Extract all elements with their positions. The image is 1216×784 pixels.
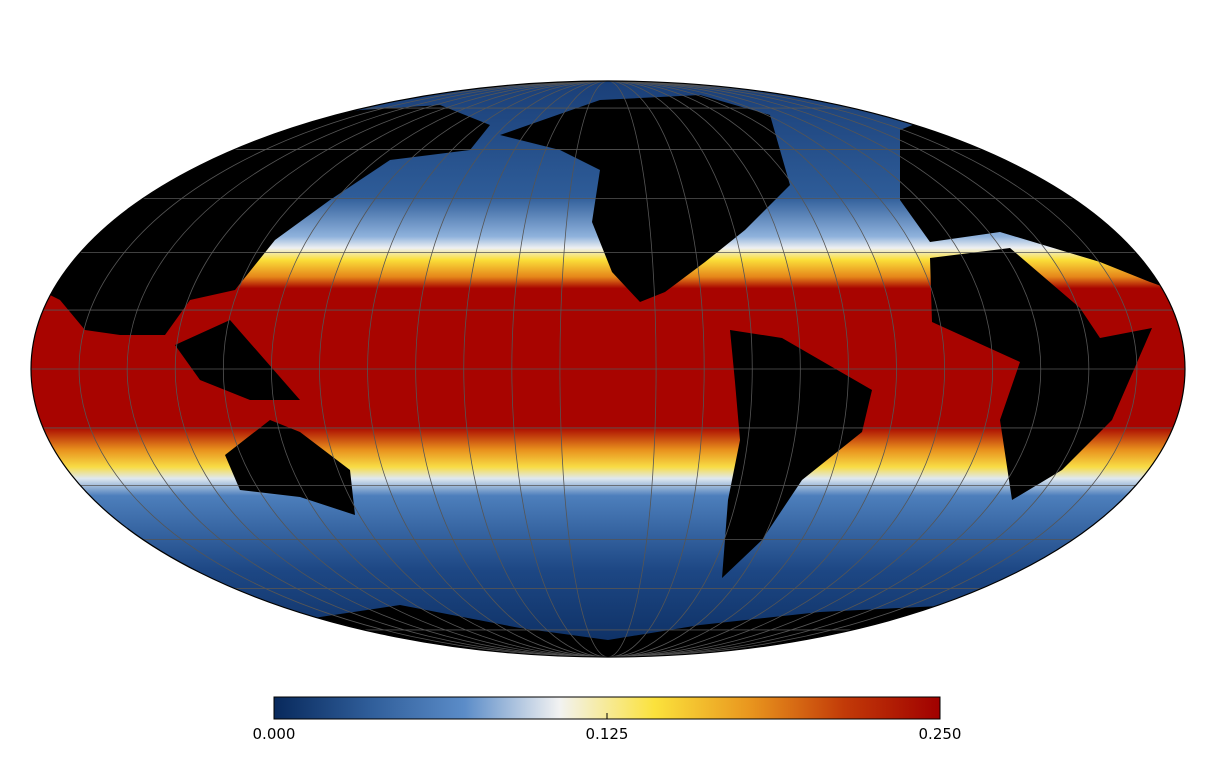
graticule bbox=[31, 81, 1185, 657]
colorbar-tick-label: 0.250 bbox=[919, 725, 962, 743]
colorbar-tick-label: 0.000 bbox=[253, 725, 296, 743]
map-outline bbox=[30, 80, 1186, 658]
colorbar: 0.000 0.125 0.250 bbox=[253, 696, 962, 743]
map bbox=[31, 81, 1185, 657]
colorbar-tick-label: 0.125 bbox=[586, 725, 629, 743]
